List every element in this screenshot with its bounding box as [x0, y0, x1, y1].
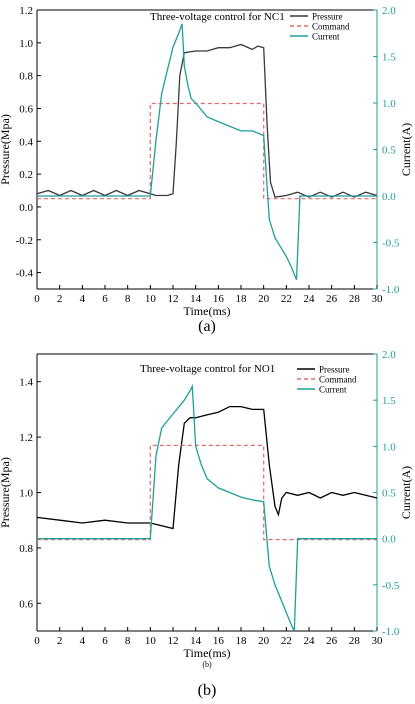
- x-tick-label: 16: [213, 635, 225, 647]
- y-left-tick-label: 0.0: [19, 202, 33, 214]
- x-tick-label: 28: [349, 293, 361, 305]
- y-left-tick-label: 1.0: [19, 488, 33, 500]
- y-right-tick-label: -0.5: [382, 238, 400, 250]
- y-left-tick-label: 0.2: [19, 169, 33, 181]
- panel-label: (a): [198, 318, 216, 335]
- x-tick-label: 2: [57, 293, 63, 305]
- chart-title: Three-voltage control for NC1: [150, 11, 285, 23]
- chart-panel-b: 0 2 4 6 8 10 12 14 16 18 20 22 24 26 28 300.60.81.01.21…: [0, 349, 413, 699]
- x-tick-label: 2: [57, 635, 63, 647]
- chart-title: Three-voltage control for NO1: [140, 363, 275, 375]
- x-tick-label: 6: [102, 293, 108, 305]
- x-tick-label: 24: [304, 635, 316, 647]
- x-tick-label: 28: [349, 635, 361, 647]
- x-tick-label: 10: [145, 293, 157, 305]
- series-line-current: [37, 23, 377, 280]
- y-left-axis-label: Pressure(Mpa): [0, 457, 12, 528]
- series-line-command: [37, 102, 377, 200]
- series-line-current: [37, 383, 377, 632]
- y-left-tick-label: 0.8: [19, 71, 33, 83]
- x-tick-label: 24: [304, 293, 316, 305]
- x-tick-label: 20: [258, 293, 270, 305]
- x-tick-label: 12: [168, 293, 179, 305]
- series-line-pressure: [36, 43, 378, 198]
- legend-label-pressure: Pressure: [312, 12, 343, 22]
- y-left-tick-label: 1.2: [19, 432, 33, 444]
- y-left-axis-label: Pressure(Mpa): [0, 114, 12, 185]
- y-right-tick-label: 1.5: [382, 395, 396, 407]
- x-tick-label: 18: [236, 293, 248, 305]
- x-tick-label: 16: [213, 293, 225, 305]
- y-left-tick-label: 1.2: [19, 5, 33, 17]
- legend-label-command: Command: [312, 22, 350, 32]
- x-tick-label: 6: [102, 635, 108, 647]
- x-tick-label: 4: [80, 635, 86, 647]
- y-right-tick-label: -1.0: [382, 284, 400, 296]
- y-right-tick-label: -0.5: [382, 580, 400, 592]
- x-tick-label: 10: [145, 635, 157, 647]
- legend-label-current: Current: [312, 32, 340, 42]
- x-tick-label: 0: [34, 635, 40, 647]
- legend-label-command: Command: [319, 375, 357, 385]
- y-right-tick-label: 1.5: [382, 52, 396, 64]
- series-line-pressure: [36, 405, 378, 530]
- x-tick-label: 4: [80, 293, 86, 305]
- x-tick-label: 26: [326, 293, 338, 305]
- y-left-tick-label: 1.4: [19, 377, 33, 389]
- x-tick-label: 22: [281, 635, 292, 647]
- x-tick-label: 0: [34, 293, 40, 305]
- y-right-tick-label: 2.0: [382, 349, 396, 361]
- y-right-tick-label: 0.0: [382, 534, 396, 546]
- y-left-tick-label: 0.6: [19, 598, 33, 610]
- legend-label-current: Current: [319, 385, 347, 395]
- x-tick-label: 20: [258, 635, 270, 647]
- y-right-axis-label: Current(A): [399, 123, 413, 176]
- y-right-tick-label: -1.0: [382, 626, 400, 638]
- y-right-tick-label: 0.5: [382, 488, 396, 500]
- x-axis-label: Time(ms): [184, 304, 231, 318]
- x-tick-label: 14: [190, 635, 202, 647]
- x-tick-label: 30: [372, 293, 384, 305]
- x-axis-label: Time(ms): [184, 646, 231, 660]
- panel-label: (b): [198, 682, 217, 699]
- x-tick-label: 30: [372, 635, 384, 647]
- y-left-tick-label: 0.8: [19, 543, 33, 555]
- x-tick-label: 12: [168, 635, 179, 647]
- x-tick-label: 8: [125, 293, 131, 305]
- inner-panel-label: (b): [202, 660, 212, 669]
- y-right-tick-label: 1.0: [382, 441, 396, 453]
- y-left-tick-label: 1.0: [19, 38, 33, 50]
- y-right-tick-label: 1.0: [382, 98, 396, 110]
- chart-panel-a: 0 2 4 6 8 10 12 14 16 18 20 22 24 26 28 30-0.4-0.20.00.…: [0, 5, 413, 335]
- y-right-tick-label: 0.5: [382, 145, 396, 157]
- y-right-axis-label: Current(A): [399, 466, 413, 519]
- x-tick-label: 8: [125, 635, 131, 647]
- y-left-tick-label: 0.6: [19, 103, 33, 115]
- legend-label-pressure: Pressure: [319, 365, 350, 375]
- x-tick-label: 22: [281, 293, 292, 305]
- x-tick-label: 26: [326, 635, 338, 647]
- x-tick-label: 18: [236, 635, 248, 647]
- y-left-tick-label: -0.4: [16, 268, 34, 280]
- y-left-tick-label: -0.2: [16, 235, 33, 247]
- y-right-tick-label: 0.0: [382, 191, 396, 203]
- x-tick-label: 14: [190, 293, 202, 305]
- series-line-command: [37, 444, 377, 541]
- y-right-tick-label: 2.0: [382, 5, 396, 17]
- y-left-tick-label: 0.4: [19, 136, 33, 148]
